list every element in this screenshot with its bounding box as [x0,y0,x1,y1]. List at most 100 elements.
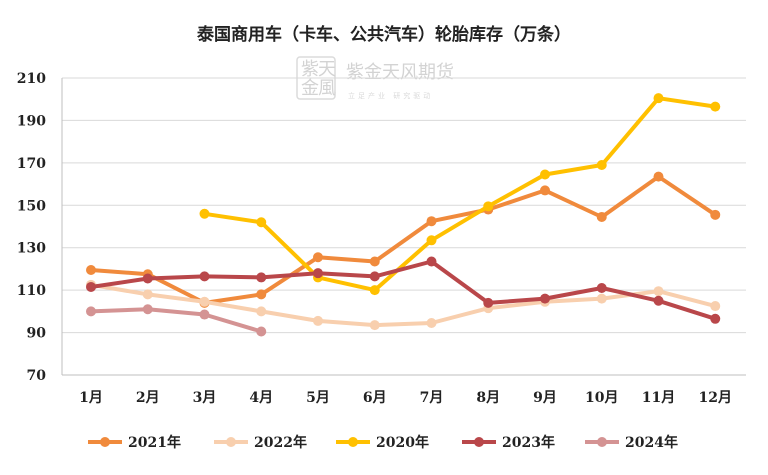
series-2023年 [86,256,721,324]
data-point [256,272,267,283]
watermark-logo-char-4: 風 [318,78,336,99]
series-2021年 [86,171,721,308]
y-tick-label: 210 [17,71,46,87]
y-tick-label: 170 [17,156,46,172]
data-point [256,217,267,228]
data-point [313,252,323,263]
data-point [369,271,380,282]
chart-title: 泰国商用车（卡车、公共汽车）轮胎库存（万条） [197,24,571,45]
legend: 2021年 2022年 2020年 2023年 2024年 [88,434,678,451]
data-point [256,326,267,337]
data-point [540,293,550,304]
x-tick-label: 1月 [79,390,103,406]
data-point [426,216,437,227]
x-tick-label: 6月 [363,390,387,406]
y-tick-label: 70 [27,368,47,384]
data-point [142,304,153,315]
x-tick-label: 7月 [420,390,444,406]
legend-swatch-marker [474,437,484,447]
legend-label: 2023年 [502,434,555,451]
data-point [653,286,664,297]
data-point [313,315,323,326]
legend-label: 2021年 [128,434,181,451]
data-point [710,209,721,220]
series-line [89,282,718,328]
data-point [86,306,96,317]
data-point [256,306,267,317]
legend-swatch-marker [100,437,110,447]
data-point [653,295,664,306]
data-point [313,268,323,279]
x-tick-label: 9月 [533,390,557,406]
data-point [256,289,267,300]
series-line [89,259,718,321]
legend-swatch-marker [226,437,236,447]
legend-item: 2024年 [585,434,678,451]
watermark-subtext: 立足产业 研究驱动 [348,91,433,100]
data-point [369,320,380,331]
data-point [653,171,664,182]
data-point [653,93,664,104]
x-tick-label: 10月 [585,390,618,406]
legend-swatch-marker [597,437,607,447]
series-layer [86,93,721,337]
data-point [369,256,380,267]
data-point [483,297,494,308]
y-tick-label: 90 [27,326,47,342]
legend-label: 2022年 [254,434,307,451]
legend-item: 2022年 [214,434,307,451]
data-point [426,235,437,246]
x-tick-label: 5月 [306,390,330,406]
data-point [199,271,210,282]
legend-item: 2021年 [88,434,181,451]
y-tick-label: 190 [17,113,46,129]
watermark-logo-char-3: 金 [301,78,319,99]
legend-item: 2023年 [462,434,555,451]
data-point [199,296,210,307]
series-2020年 [199,93,721,296]
y-axis-ticks: 70 90 110 130 150 170 190 210 [17,71,46,384]
watermark-text: 紫金天风期货 [346,62,454,83]
data-point [142,289,153,300]
data-point [86,264,96,275]
series-line [89,174,718,305]
data-point [540,185,550,196]
series-line [89,307,264,334]
legend-item: 2020年 [336,434,429,451]
data-point [710,301,721,312]
watermark-logo-char-1: 紫 [301,59,319,80]
y-tick-label: 150 [17,198,46,214]
data-point [86,281,96,292]
x-tick-label: 12月 [699,390,732,406]
series-2022年 [86,279,721,331]
x-tick-label: 3月 [193,390,217,406]
data-point [596,293,607,304]
data-point [710,313,721,324]
y-tick-label: 130 [17,241,46,257]
data-point [199,309,210,320]
series-2024年 [86,304,267,337]
x-tick-label: 4月 [249,390,273,406]
series-line [202,96,718,293]
x-axis-ticks: 1月 2月 3月 4月 5月 6月 7月 8月 9月 10月 11月 12月 [79,390,732,406]
data-point [369,285,380,296]
x-tick-label: 2月 [136,390,160,406]
data-point [483,201,494,212]
data-point [710,101,721,112]
data-point [426,318,437,329]
data-point [540,169,550,180]
legend-label: 2020年 [376,434,429,451]
legend-label: 2024年 [625,434,678,451]
data-point [596,211,607,222]
x-tick-label: 11月 [642,390,675,406]
watermark-logo-char-2: 天 [318,59,336,80]
y-tick-label: 110 [17,283,46,299]
data-point [199,208,210,219]
data-point [426,256,437,267]
x-tick-label: 8月 [476,390,500,406]
data-point [596,159,607,170]
data-point [142,273,153,284]
legend-swatch-marker [348,437,358,447]
data-point [596,283,607,294]
